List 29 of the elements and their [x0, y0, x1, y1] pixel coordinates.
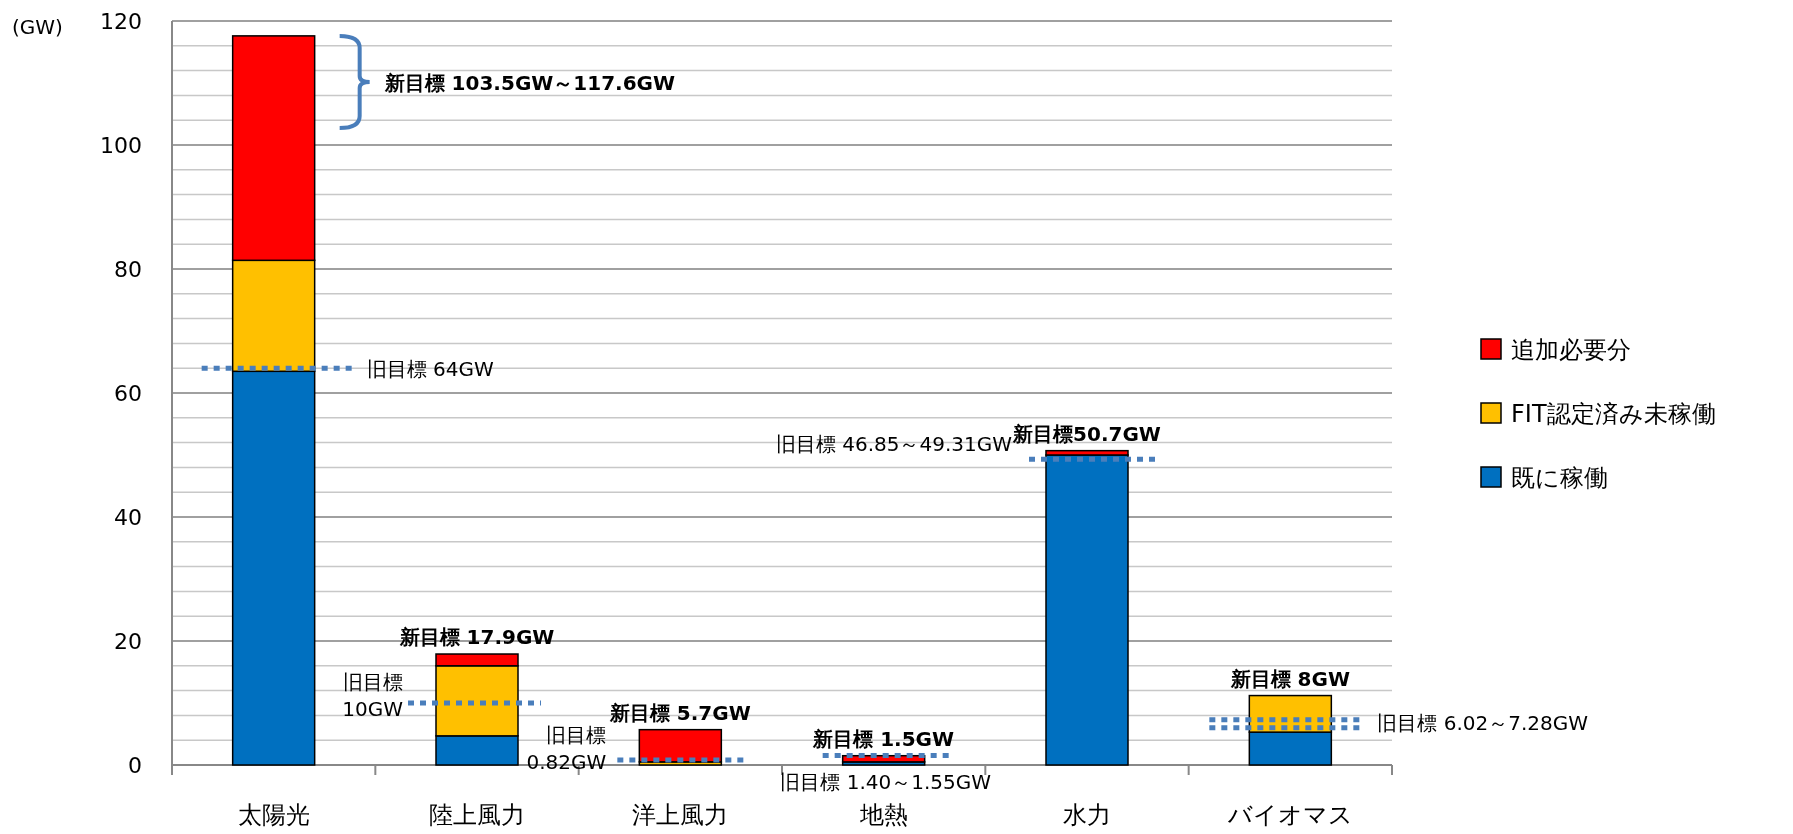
- x-tick-label: 太陽光: [237, 801, 310, 829]
- ref-line-label: 旧目標 46.85～49.31GW: [775, 432, 1013, 457]
- annotation: 新目標 17.9GW: [398, 625, 555, 650]
- legend-label: 既に稼働: [1511, 464, 1608, 492]
- x-tick-label: 水力: [1063, 801, 1111, 829]
- ref-line-label: 旧目標 1.40～1.55GW: [780, 770, 992, 795]
- y-tick-label: 100: [100, 133, 142, 158]
- y-tick-label: 80: [114, 257, 142, 282]
- annotation: 新目標 1.5GW: [812, 726, 955, 751]
- y-tick-label: 120: [100, 9, 142, 34]
- legend-label: FIT認定済み未稼働: [1511, 400, 1716, 428]
- annotation: 新目標 8GW: [1229, 666, 1351, 691]
- x-tick-label: 地熱: [858, 801, 908, 829]
- y-tick-label: 0: [128, 753, 142, 778]
- ref-line-label: 旧目標 10GW: [342, 670, 404, 721]
- x-tick-label: バイオマス: [1226, 801, 1353, 829]
- annotation: 新目標50.7GW: [1012, 421, 1161, 446]
- y-tick-label: 20: [114, 629, 142, 654]
- ref-line-label: 旧目標 0.82GW: [526, 722, 607, 774]
- ref-line-label: 旧目標 64GW: [366, 357, 494, 382]
- x-tick-label: 洋上風力: [632, 801, 729, 829]
- legend-label: 追加必要分: [1511, 336, 1631, 364]
- y-tick-label: 60: [114, 381, 142, 406]
- annotation: 新目標 5.7GW: [608, 700, 751, 725]
- y-tick-label: 40: [114, 505, 142, 530]
- ref-line-label: 旧目標 6.02～7.28GW: [1377, 710, 1589, 735]
- annotation: 新目標 103.5GW～117.6GW: [383, 70, 676, 95]
- y-axis-title: (GW): [12, 15, 63, 39]
- x-tick-label: 陸上風力: [429, 801, 525, 829]
